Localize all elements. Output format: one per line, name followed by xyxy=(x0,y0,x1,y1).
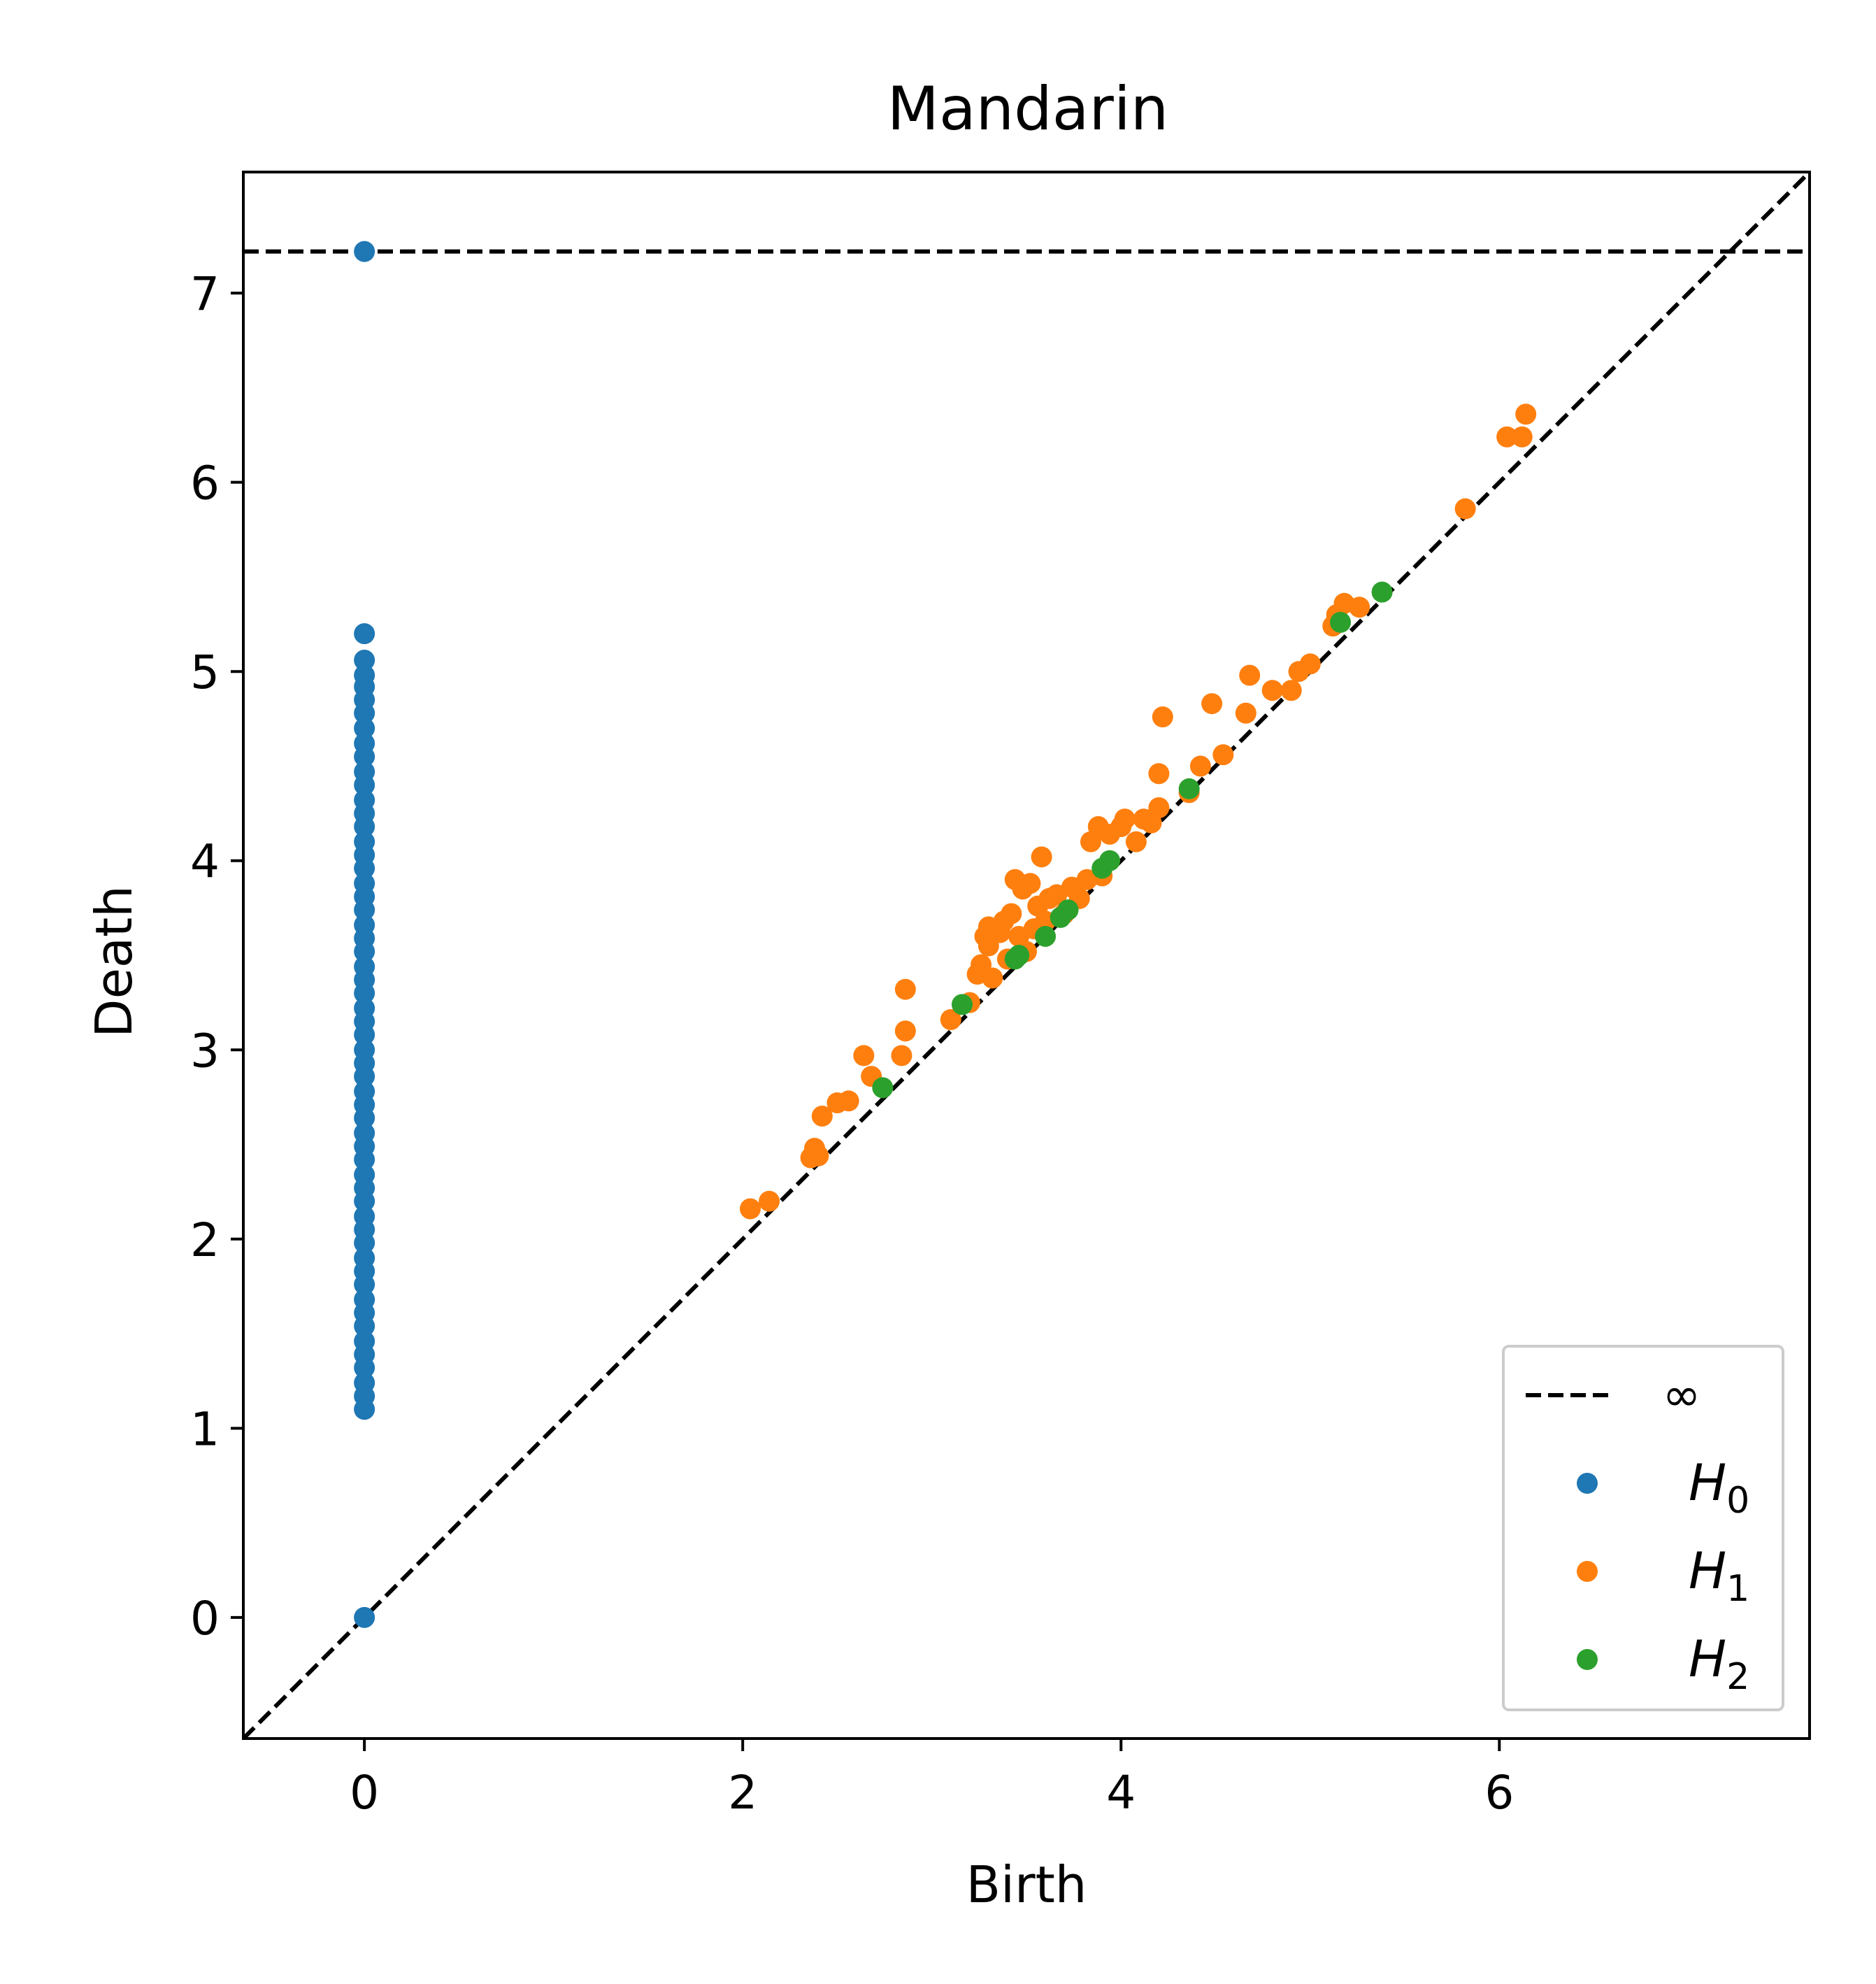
legend-h1-label: H1 xyxy=(1689,1541,1749,1610)
y-tick-label: 0 xyxy=(190,1592,220,1646)
legend-h0-swatch xyxy=(1577,1473,1598,1494)
legend-h1-swatch xyxy=(1577,1561,1598,1582)
point-h1-1 xyxy=(759,1190,780,1212)
x-tick-label: 4 xyxy=(1106,1766,1136,1820)
point-h0-45 xyxy=(354,1232,375,1254)
point-h1-65 xyxy=(1349,597,1370,618)
point-h1-53 xyxy=(1189,755,1211,777)
point-h1-54 xyxy=(1201,693,1223,715)
chart-title: Mandarin xyxy=(887,74,1168,144)
x-axis: 0 2 4 6 xyxy=(350,1739,1514,1820)
point-h2-4 xyxy=(1035,925,1057,947)
legend: ∞ H0 H1 H2 xyxy=(1502,1345,1784,1711)
point-h0-27 xyxy=(354,983,375,1004)
point-h1-13 xyxy=(940,1008,961,1030)
point-h1-66 xyxy=(1454,498,1476,520)
y-tick-label: 6 xyxy=(190,457,220,511)
x-tick-label: 0 xyxy=(350,1766,379,1820)
point-h1-12 xyxy=(894,978,916,1000)
point-h0-3 xyxy=(354,649,375,671)
point-h1-59 xyxy=(1280,680,1302,701)
y-axis: 0 1 2 3 4 5 6 7 xyxy=(190,267,243,1646)
point-h2-0 xyxy=(872,1077,894,1099)
point-h0-7 xyxy=(354,702,375,724)
point-h1-51 xyxy=(1152,706,1173,728)
point-h1-11 xyxy=(894,1020,916,1042)
point-h1-50 xyxy=(1148,763,1170,785)
point-h0-42 xyxy=(354,1190,375,1212)
point-h1-57 xyxy=(1239,664,1261,686)
point-h2-10 xyxy=(1330,611,1352,633)
point-h0-8 xyxy=(354,718,375,739)
point-h1-55 xyxy=(1212,744,1234,766)
point-h1-0 xyxy=(740,1198,761,1220)
x-axis-label: Birth xyxy=(966,1855,1087,1914)
point-h0-21 xyxy=(354,899,375,921)
x-tick-label: 6 xyxy=(1484,1766,1514,1820)
y-tick-label: 7 xyxy=(190,267,220,321)
point-h2-1 xyxy=(952,994,973,1015)
point-h1-67 xyxy=(1496,426,1518,448)
point-h1-10 xyxy=(891,1045,912,1066)
series-h2 xyxy=(872,581,1393,1099)
point-h1-46 xyxy=(1125,831,1147,852)
point-h0-1 xyxy=(354,241,375,262)
point-h2-3 xyxy=(1008,945,1030,966)
legend-subscript: 0 xyxy=(1726,1480,1749,1522)
point-h0-2 xyxy=(354,623,375,645)
point-h0-54 xyxy=(354,1357,375,1378)
point-h1-7 xyxy=(838,1090,859,1112)
point-h1-24 xyxy=(1001,903,1022,925)
legend-h2-swatch xyxy=(1577,1649,1598,1670)
legend-frame xyxy=(1502,1345,1784,1711)
point-h0-18 xyxy=(354,857,375,879)
point-h0-39 xyxy=(354,1149,375,1171)
series-h0 xyxy=(354,241,375,1628)
point-h1-29 xyxy=(1019,873,1041,894)
point-h0-12 xyxy=(354,774,375,796)
x-tick-label: 2 xyxy=(728,1766,757,1820)
legend-subscript: 2 xyxy=(1726,1656,1749,1698)
legend-infinity-label: ∞ xyxy=(1663,1368,1701,1422)
point-h0-57 xyxy=(354,1399,375,1420)
point-h1-20 xyxy=(982,967,1003,989)
y-tick-label: 4 xyxy=(190,835,220,889)
point-h1-4 xyxy=(804,1137,826,1159)
point-h2-9 xyxy=(1178,778,1200,799)
point-h1-69 xyxy=(1515,404,1537,425)
point-h1-45 xyxy=(1114,808,1136,830)
y-axis-label: Death xyxy=(85,885,143,1038)
point-h1-61 xyxy=(1299,653,1321,675)
point-h1-56 xyxy=(1235,702,1256,724)
plot-frame xyxy=(242,171,1811,1740)
point-h1-68 xyxy=(1511,426,1533,448)
point-h0-48 xyxy=(354,1273,375,1295)
series-h1 xyxy=(740,404,1537,1220)
point-h1-58 xyxy=(1261,680,1283,701)
plot-area xyxy=(243,172,1810,1739)
point-h2-11 xyxy=(1371,581,1393,603)
point-h1-49 xyxy=(1148,797,1170,818)
y-tick-label: 5 xyxy=(190,645,220,699)
point-h0-0 xyxy=(354,1606,375,1628)
point-h0-51 xyxy=(354,1315,375,1337)
legend-h2-label: H2 xyxy=(1689,1629,1749,1698)
point-h1-32 xyxy=(1031,846,1052,868)
point-h1-8 xyxy=(853,1045,875,1066)
point-h0-10 xyxy=(354,745,375,767)
point-h2-6 xyxy=(1057,899,1079,921)
y-tick-label: 2 xyxy=(190,1213,220,1267)
point-h0-33 xyxy=(354,1066,375,1087)
point-h0-36 xyxy=(354,1107,375,1129)
point-h1-5 xyxy=(811,1105,833,1127)
point-h0-30 xyxy=(354,1024,375,1045)
y-tick-label: 1 xyxy=(190,1402,220,1456)
point-h0-24 xyxy=(354,941,375,962)
legend-subscript: 1 xyxy=(1726,1568,1749,1610)
point-h2-8 xyxy=(1099,850,1121,871)
y-tick-label: 3 xyxy=(190,1024,220,1078)
point-h0-15 xyxy=(354,816,375,838)
legend-h0-label: H0 xyxy=(1689,1453,1749,1522)
